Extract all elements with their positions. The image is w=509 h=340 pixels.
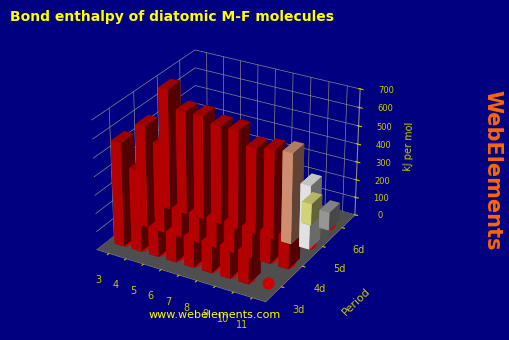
Text: Bond enthalpy of diatomic M-F molecules: Bond enthalpy of diatomic M-F molecules (10, 10, 333, 24)
Text: www.webelements.com: www.webelements.com (148, 310, 280, 320)
Y-axis label: Period: Period (340, 286, 371, 317)
Text: WebElements: WebElements (482, 90, 501, 250)
